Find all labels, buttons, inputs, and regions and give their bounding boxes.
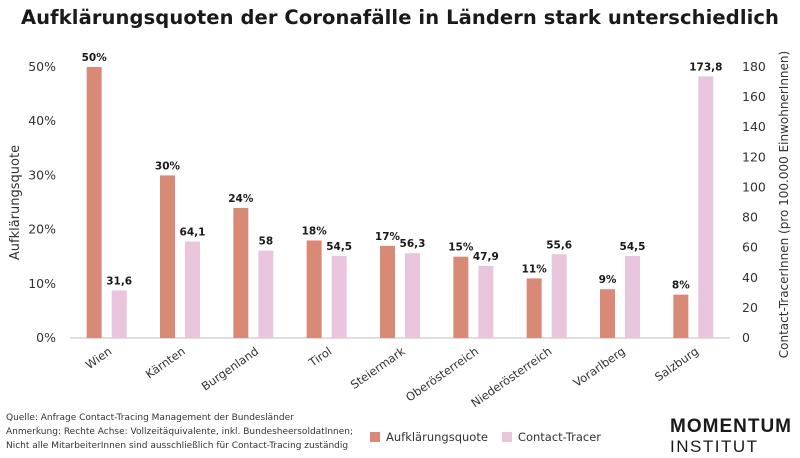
bar-aufklaerungsquote	[160, 175, 175, 338]
data-label-contact-tracer: 55,6	[546, 239, 572, 251]
y-tick-label-right: 100	[742, 179, 766, 194]
legend-label-contact-tracer: Contact-Tracer	[517, 430, 601, 444]
y-tick-label-right: 40	[742, 270, 758, 285]
y-tick-label-right: 140	[742, 119, 766, 134]
bar-contact-tracer	[551, 254, 567, 338]
legend-swatch-aufklaerungsquote	[370, 432, 380, 442]
y-tick-label-left: 10%	[28, 276, 56, 291]
bar-aufklaerungsquote	[600, 289, 615, 338]
legend-swatch-contact-tracer	[501, 432, 512, 442]
chart-title: Aufklärungsquoten der Coronafälle in Län…	[20, 6, 780, 29]
y-tick-label-right: 160	[742, 89, 766, 104]
y-tick-label-left: 50%	[28, 59, 56, 74]
y-tick-label-right: 20	[742, 300, 758, 315]
source-note: Quelle: Anfrage Contact-Tracing Manageme…	[6, 413, 294, 423]
data-label-contact-tracer: 31,6	[106, 275, 132, 287]
y-tick-label-right: 80	[742, 210, 758, 225]
y-axis-title-right: Contact-TracerInnen (pro 100.000 Einwohn…	[777, 51, 791, 358]
bar-contact-tracer	[258, 250, 274, 338]
bar-contact-tracer	[405, 253, 420, 338]
bar-aufklaerungsquote	[380, 245, 395, 338]
data-label-contact-tracer: 47,9	[473, 251, 499, 263]
bar-aufklaerungsquote	[86, 67, 102, 338]
data-label-aufklaerungsquote: 9%	[599, 274, 617, 286]
x-tick-label: Tirol	[305, 344, 334, 370]
x-tick-label: Salzburg	[652, 344, 701, 384]
x-tick-label: Steiermark	[348, 344, 408, 392]
bar-contact-tracer	[331, 255, 347, 338]
legend-label-aufklaerungsquote: Aufklärungsquote	[386, 430, 488, 444]
legend-item-aufklaerungsquote: Aufklärungsquote	[370, 430, 488, 444]
data-label-aufklaerungsquote: 11%	[522, 263, 548, 275]
data-label-contact-tracer: 58	[259, 236, 274, 248]
y-tick-label-right: 60	[742, 240, 758, 255]
y-tick-label-left: 20%	[28, 222, 56, 237]
y-tick-label-left: 40%	[28, 113, 56, 128]
data-label-contact-tracer: 64,1	[180, 226, 206, 238]
bar-contact-tracer	[625, 255, 640, 338]
y-tick-label-right: 180	[742, 59, 766, 74]
y-tick-label-left: 30%	[28, 167, 56, 182]
remark-note-line2: Nicht alle MitarbeiterInnen sind ausschl…	[6, 441, 349, 451]
bar-aufklaerungsquote	[233, 207, 249, 338]
bar-aufklaerungsquote	[526, 278, 542, 338]
data-label-aufklaerungsquote: 8%	[672, 280, 690, 292]
bar-contact-tracer	[111, 290, 127, 338]
bar-contact-tracer	[185, 241, 200, 338]
data-label-contact-tracer: 56,3	[400, 238, 426, 250]
x-tick-label: Burgenland	[199, 344, 261, 393]
bar-aufklaerungsquote	[453, 256, 469, 338]
bar-contact-tracer	[698, 76, 714, 338]
x-tick-label: Wien	[83, 344, 115, 372]
y-axis-title-left: Aufklärungsquote	[8, 145, 23, 260]
data-label-contact-tracer: 54,5	[326, 241, 352, 253]
momentum-institut-logo: MOMENTUM INSTITUT	[670, 416, 792, 456]
y-tick-label-right: 120	[742, 149, 766, 164]
logo-line2: INSTITUT	[670, 437, 759, 456]
data-label-contact-tracer: 54,5	[620, 241, 646, 253]
bar-aufklaerungsquote	[306, 240, 322, 338]
data-label-contact-tracer: 173,8	[689, 61, 722, 73]
data-label-aufklaerungsquote: 15%	[448, 242, 474, 254]
chart-legend: Aufklärungsquote Contact-Tracer	[370, 430, 615, 444]
legend-item-contact-tracer: Contact-Tracer	[501, 430, 601, 444]
x-tick-label: Niederösterreich	[468, 344, 554, 410]
logo-line1: MOMENTUM	[670, 416, 792, 437]
bar-aufklaerungsquote	[673, 294, 689, 338]
data-label-aufklaerungsquote: 50%	[82, 52, 108, 64]
data-label-aufklaerungsquote: 24%	[228, 193, 254, 205]
data-label-aufklaerungsquote: 17%	[375, 231, 401, 243]
data-label-aufklaerungsquote: 30%	[155, 160, 181, 172]
remark-note-line1: Anmerkung: Rechte Achse: Vollzeitäquival…	[6, 427, 354, 437]
y-tick-label-left: 0%	[36, 330, 56, 345]
data-label-aufklaerungsquote: 18%	[302, 225, 328, 237]
bar-contact-tracer	[478, 265, 494, 338]
y-tick-label-right: 0	[742, 330, 750, 345]
x-tick-label: Kärnten	[143, 344, 188, 381]
x-tick-label: Vorarlberg	[571, 344, 628, 390]
x-tick-label: Oberösterreich	[403, 344, 481, 404]
